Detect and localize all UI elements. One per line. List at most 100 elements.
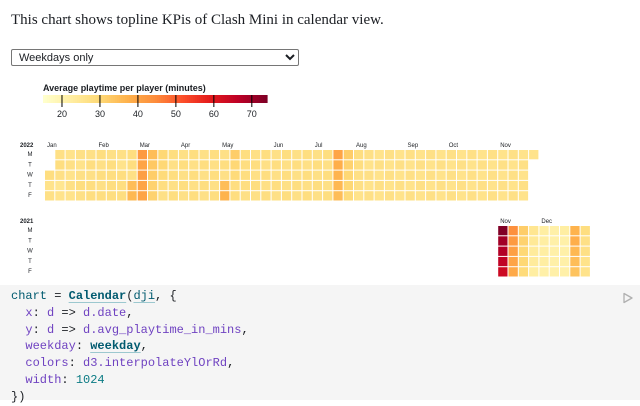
day-cell [529, 267, 539, 277]
day-cell [65, 180, 75, 191]
day-cell [508, 160, 518, 170]
day-cell [96, 191, 106, 201]
day-cell [240, 160, 250, 170]
day-cell [220, 191, 230, 201]
day-cell [518, 160, 529, 170]
day-cell [158, 180, 168, 191]
day-cell [55, 170, 65, 180]
day-cell [302, 170, 312, 180]
day-cell [168, 170, 178, 180]
day-cell [374, 160, 384, 170]
legend-color-band [47, 95, 50, 103]
day-cell [189, 150, 199, 160]
day-cell [178, 191, 189, 201]
day-cell [209, 191, 220, 201]
day-cell [487, 180, 498, 191]
legend-color-band [135, 95, 138, 103]
day-cell [457, 150, 467, 160]
day-cell [467, 150, 477, 160]
day-cell [45, 170, 55, 180]
legend-color-band [211, 95, 214, 103]
day-cell [65, 160, 75, 170]
legend-color-band [49, 95, 52, 103]
day-cell [158, 170, 168, 180]
day-cell [220, 170, 230, 180]
day-cell [343, 160, 353, 170]
day-cell [426, 180, 436, 191]
legend-color-band [75, 95, 78, 103]
day-cell [374, 180, 384, 191]
legend-color-band [125, 95, 128, 103]
month-label: Feb [99, 143, 110, 149]
day-cell [86, 170, 96, 180]
day-cell [302, 180, 312, 191]
day-cell [65, 170, 75, 180]
code-colon: : [75, 339, 91, 354]
weekday-mode-select[interactable]: Weekdays only [11, 49, 299, 66]
day-cell [354, 160, 364, 170]
code-paren: ( [126, 289, 134, 303]
code-end: , [241, 322, 249, 337]
legend-color-band [165, 95, 168, 103]
day-cell [55, 160, 65, 170]
day-cell [148, 160, 158, 170]
day-cell [580, 226, 590, 236]
legend-color-band [171, 95, 174, 103]
day-cell [312, 160, 323, 170]
day-cell [498, 226, 508, 236]
day-cell [271, 160, 281, 170]
day-cell [106, 191, 117, 201]
day-cell [96, 170, 106, 180]
legend-color-band [83, 95, 86, 103]
day-cell [518, 226, 529, 236]
day-cell [209, 170, 220, 180]
legend-color-band [81, 95, 84, 103]
legend-tick-label: 70 [247, 109, 257, 119]
legend-tick-label: 30 [95, 109, 105, 119]
weekday-label: F [28, 269, 32, 275]
legend-color-band [195, 95, 198, 103]
code-weekday-link[interactable]: weekday [90, 339, 141, 354]
legend-color-band [223, 95, 226, 103]
code-cell[interactable]: chart = Calendar(dji, { x: d => d.date, … [0, 285, 640, 404]
code-block[interactable]: chart = Calendar(dji, { x: d => d.date, … [11, 288, 249, 406]
code-arg-link[interactable]: dji [133, 289, 156, 303]
day-cell [560, 256, 570, 267]
code-fn-link[interactable]: Calendar [68, 289, 127, 303]
legend-color-band [53, 95, 56, 103]
day-cell [508, 226, 518, 236]
day-cell [570, 246, 580, 256]
day-cell [415, 160, 426, 170]
legend-color-band [177, 95, 180, 103]
legend-color-band [111, 95, 114, 103]
day-cell [446, 180, 456, 191]
color-legend: Average playtime per player (minutes) 20 3… [43, 83, 268, 119]
legend-color-band [227, 95, 230, 103]
day-cell [549, 236, 559, 246]
legend-color-band [217, 95, 220, 103]
day-cell [457, 170, 467, 180]
day-cell [426, 191, 436, 201]
code-arrow: => [54, 305, 84, 320]
day-cell [446, 160, 456, 170]
day-cell [487, 191, 498, 201]
legend-color-band [197, 95, 200, 103]
day-cell [148, 191, 158, 201]
month-label: Oct [449, 143, 459, 149]
day-cell [354, 170, 364, 180]
day-cell [477, 150, 487, 160]
day-cell [498, 191, 508, 201]
code-value-date: d.date [83, 305, 127, 320]
code-close: }) [11, 389, 26, 404]
day-cell [281, 170, 292, 180]
day-cell [508, 246, 518, 256]
day-cell [333, 170, 343, 180]
run-cell-icon[interactable] [622, 292, 634, 304]
day-cell [405, 180, 415, 191]
day-cell [106, 170, 117, 180]
legend-color-band [207, 95, 210, 103]
calendar-year-2022: 2022 Jan Feb Mar Apr May Jun Jul Aug Sep Oct NovMTW… [20, 143, 539, 201]
month-label: Aug [356, 143, 367, 149]
day-cell [539, 236, 549, 246]
code-rest: , { [155, 289, 177, 303]
